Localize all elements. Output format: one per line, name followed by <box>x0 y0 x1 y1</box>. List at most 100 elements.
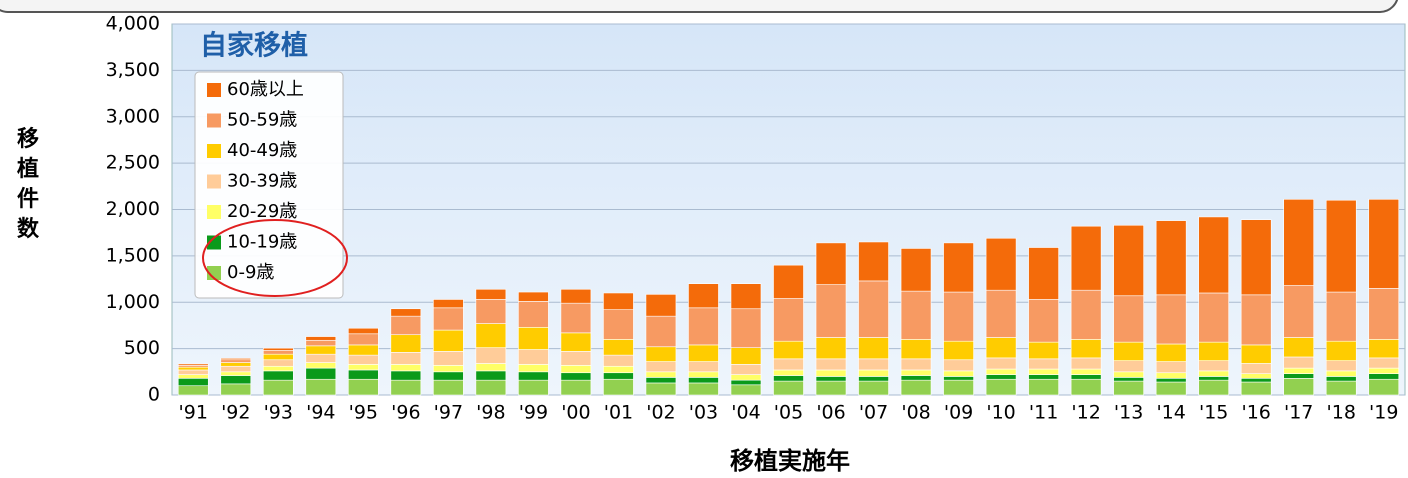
bar-segment <box>177 369 209 375</box>
bar-segment <box>858 241 889 282</box>
bar-segment <box>1155 294 1187 345</box>
bar-segment <box>433 307 464 331</box>
legend-swatch <box>207 235 221 250</box>
bar-segment <box>688 382 719 396</box>
x-tick-label: '09 <box>944 402 973 424</box>
x-tick-label: '14 <box>1156 402 1185 424</box>
bar-segment <box>603 365 634 374</box>
y-tick-label: 1,500 <box>106 244 160 266</box>
bar-segment <box>1070 339 1102 359</box>
bar-segment <box>730 364 762 375</box>
bar-segment <box>177 366 209 371</box>
bar-segment <box>1240 381 1272 396</box>
bar-segment <box>305 362 337 369</box>
bar-segment <box>985 378 1017 396</box>
bar-segment <box>390 370 422 381</box>
bar-segment <box>1368 288 1400 340</box>
bar-segment <box>943 291 974 342</box>
bar-segment <box>390 379 422 396</box>
bar-segment <box>220 359 252 363</box>
bar-segment <box>858 358 889 371</box>
x-tick-label: '93 <box>264 402 293 424</box>
y-tick-label: 2,500 <box>106 152 160 174</box>
bar-segment <box>645 377 677 384</box>
x-tick-label: '16 <box>1241 402 1270 424</box>
legend <box>194 71 344 299</box>
bar-segment <box>262 353 294 361</box>
bar-segment <box>518 349 549 365</box>
bar-segment <box>815 380 847 396</box>
bar-segment <box>1240 363 1272 374</box>
bar-segment <box>390 315 422 336</box>
bar-segment <box>1198 360 1229 372</box>
bar-segment <box>943 376 974 381</box>
bar-segment <box>858 280 889 338</box>
x-tick-label: '04 <box>731 402 760 424</box>
bar-segment <box>433 299 464 309</box>
x-tick-label: '12 <box>1071 402 1100 424</box>
x-tick-label: '94 <box>306 402 335 424</box>
bar-segment <box>475 370 507 381</box>
bar-segment <box>603 354 634 367</box>
bar-segment <box>858 376 889 382</box>
bar-segment <box>390 334 422 353</box>
bar-segment <box>858 369 889 377</box>
bar-segment <box>560 372 592 381</box>
x-axis-label: 移植実施年 <box>730 447 850 475</box>
x-tick-label: '02 <box>646 402 675 424</box>
bar-segment <box>305 367 337 380</box>
bar-segment <box>1155 378 1187 383</box>
bar-segment <box>1240 219 1272 296</box>
bar-segment <box>943 379 974 396</box>
bar-segment <box>177 374 209 379</box>
bar-segment <box>348 369 379 380</box>
bar-segment <box>1240 373 1272 379</box>
bar-segment <box>262 347 294 351</box>
bar-segment <box>560 302 592 334</box>
bar-segment <box>773 369 804 376</box>
bar-segment <box>603 372 634 380</box>
bar-segment <box>1240 344 1272 364</box>
bar-segment <box>518 364 549 373</box>
bar-segment <box>1070 368 1102 375</box>
bar-segment <box>433 329 464 352</box>
bar-segment <box>1028 374 1059 380</box>
bar-segment <box>348 354 379 365</box>
bar-segment <box>773 375 804 382</box>
bar-segment <box>305 339 337 347</box>
bar-segment <box>220 358 252 361</box>
bar-segment <box>1113 380 1144 396</box>
bar-segment <box>900 358 932 371</box>
bar-segment <box>1028 358 1059 370</box>
bar-segment <box>730 379 762 386</box>
bar-segment <box>518 371 549 381</box>
bar-segment <box>730 374 762 381</box>
bar-segment <box>730 384 762 396</box>
bar-segment <box>1325 291 1357 342</box>
bar-segment <box>390 364 422 372</box>
x-tick-label: '08 <box>901 402 930 424</box>
bar-segment <box>1198 341 1229 361</box>
x-tick-label: '98 <box>476 402 505 424</box>
bar-segment <box>177 385 209 396</box>
bar-segment <box>433 365 464 373</box>
bar-segment <box>1155 372 1187 379</box>
y-tick-label: 1,000 <box>106 291 160 313</box>
legend-swatch <box>207 83 221 97</box>
chart-title: 自家移植 <box>200 30 308 62</box>
bar-segment <box>985 289 1017 338</box>
bar-segment <box>1368 339 1400 359</box>
x-tick-label: '19 <box>1369 402 1398 424</box>
bar-segment <box>1283 198 1315 286</box>
highlight-ellipse <box>202 219 348 297</box>
bar-segment <box>645 361 677 373</box>
bar-segment <box>730 283 762 310</box>
bar-segment <box>220 365 252 373</box>
bar-segment <box>1070 289 1102 340</box>
bar-segment <box>1368 357 1400 369</box>
bar-segment <box>475 347 507 364</box>
bar-segment <box>815 358 847 371</box>
bar-segment <box>815 242 847 285</box>
bar-segment <box>1325 376 1357 382</box>
